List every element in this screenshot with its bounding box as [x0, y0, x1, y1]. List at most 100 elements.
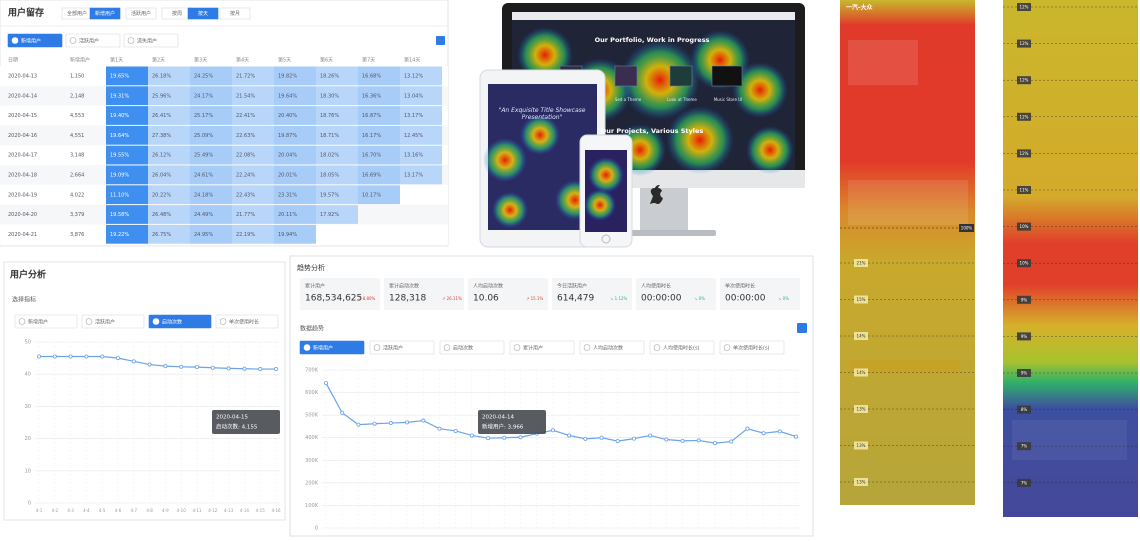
cell-text: 16.17% — [362, 133, 381, 139]
monitor-stand — [640, 186, 688, 232]
cell-text: 16.70% — [362, 153, 381, 159]
retention-cell — [106, 86, 148, 106]
x-tick-label: 4-5 — [99, 508, 106, 513]
radio — [303, 344, 311, 351]
marker-box — [1017, 186, 1031, 194]
edit-icon[interactable] — [797, 323, 807, 333]
cell-text: 4,022 — [70, 192, 84, 198]
heat-blob — [666, 106, 734, 174]
metric-button[interactable] — [579, 340, 645, 355]
column-header: 新增用户 — [70, 57, 90, 64]
option-button[interactable] — [123, 33, 179, 48]
cell-text: 19.57% — [320, 192, 339, 198]
retention-cell — [358, 125, 400, 145]
filter-label: 活跃用户 — [131, 10, 151, 17]
retention-cell — [232, 145, 274, 165]
cell-text: 20.40% — [278, 113, 297, 119]
retention-cell — [358, 66, 400, 86]
retention-cell — [358, 185, 400, 205]
option-button[interactable] — [65, 33, 121, 48]
y-tick-label: 0 — [315, 526, 318, 532]
cell-text: 1,150 — [70, 74, 84, 80]
point — [68, 354, 73, 359]
retention-cell — [316, 125, 358, 145]
kpi-change: ↘ 1.12% — [610, 296, 628, 301]
cell-text: 19.65% — [110, 74, 129, 80]
retention-cell — [148, 165, 190, 185]
marker-label: 12% — [1020, 114, 1029, 119]
kpi-value: 00:00:00 — [641, 294, 682, 304]
metric-button[interactable] — [719, 340, 785, 355]
retention-cell — [358, 86, 400, 106]
radio — [723, 344, 731, 351]
point — [502, 435, 507, 440]
cell-text: 13.04% — [404, 93, 423, 99]
heat-blob — [483, 138, 527, 182]
x-tick-label: 4-4 — [83, 508, 90, 513]
retention-cell — [148, 106, 190, 125]
column-header: 第2天 — [152, 57, 165, 64]
metric-label: 单次使用时长(s) — [733, 345, 770, 352]
filter-tab[interactable] — [187, 7, 219, 20]
point — [680, 438, 685, 443]
cell-text: 22.41% — [236, 113, 255, 119]
point — [356, 422, 361, 427]
filter-tab[interactable] — [125, 7, 157, 20]
heat-blob — [732, 62, 788, 118]
retention-cell — [316, 86, 358, 106]
option-button[interactable] — [7, 33, 63, 48]
marker-box — [959, 224, 974, 232]
tablet-title: "An Exquisite Title Showcase Presentation… — [499, 107, 586, 121]
retention-cell — [400, 86, 442, 106]
retention-cell — [148, 86, 190, 106]
marker-label: 14% — [857, 370, 866, 375]
kpi-card — [468, 278, 548, 310]
metric-button[interactable] — [509, 340, 575, 355]
chart-subtitle: 选择指标 — [12, 296, 36, 304]
metric-button[interactable] — [14, 314, 78, 329]
cell-text: 4,551 — [70, 133, 84, 139]
metric-button[interactable] — [649, 340, 715, 355]
section-title: Our Projects, Various Styles — [601, 127, 704, 135]
metric-button[interactable] — [439, 340, 505, 355]
retention-cell — [190, 145, 232, 165]
retention-cell — [148, 145, 190, 165]
column-header: 第3天 — [194, 57, 207, 64]
metric-button[interactable] — [369, 340, 435, 355]
point — [453, 428, 458, 433]
cell-text: 2020-04-20 — [8, 212, 37, 218]
cell-text: 20.04% — [278, 153, 297, 159]
point — [242, 366, 247, 371]
filter-tab[interactable] — [89, 7, 121, 20]
cell-text: 20.01% — [278, 173, 297, 179]
metric-button[interactable] — [215, 314, 279, 329]
point — [323, 381, 328, 386]
retention-cell — [400, 165, 442, 185]
kpi-label: 累计用户 — [305, 283, 325, 290]
x-tick-label: 4-12 — [208, 508, 218, 513]
column-header: 第1天 — [110, 57, 123, 64]
page-block — [848, 180, 968, 225]
marker-label: 10% — [1020, 224, 1029, 229]
marker-box — [854, 295, 868, 304]
cell-text: 26.75% — [152, 232, 171, 238]
filter-tab[interactable] — [219, 7, 251, 20]
point — [116, 356, 121, 361]
metric-button[interactable] — [148, 314, 212, 329]
retention-cell — [316, 205, 358, 224]
export-icon[interactable] — [436, 36, 445, 45]
marker-label: 7% — [1021, 480, 1028, 485]
series-line — [325, 382, 797, 444]
point — [583, 436, 588, 441]
radio — [373, 344, 381, 351]
cell-text: 13.17% — [404, 173, 423, 179]
kpi-label: 单次使用时长 — [725, 283, 755, 290]
retention-cell — [316, 106, 358, 125]
cell-text: 25.49% — [194, 153, 213, 159]
marker-box — [1017, 222, 1031, 231]
option-label: 活跃用户 — [79, 38, 99, 45]
metric-button[interactable] — [81, 314, 145, 329]
retention-cell — [316, 145, 358, 165]
point — [405, 420, 410, 425]
metric-button[interactable] — [299, 340, 365, 355]
